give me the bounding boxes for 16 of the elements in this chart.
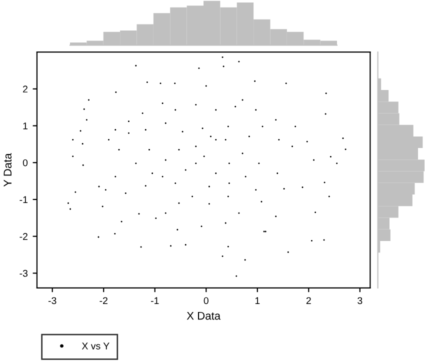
y-tick-label: -2	[20, 233, 28, 240]
x-tick-label: 2	[306, 297, 311, 304]
x-tick-label: 3	[358, 297, 362, 304]
x-tick-label: -1	[150, 297, 159, 304]
x-tick-label: -2	[100, 297, 108, 304]
x-tick-label: -3	[48, 297, 56, 304]
x-tick-label: 0	[204, 297, 208, 304]
y-tick-label: 1	[23, 122, 28, 130]
y-axis-title: Y Data	[4, 153, 12, 187]
legend-label: X vs Y	[82, 342, 110, 350]
y-tick-label: 2	[23, 86, 28, 92]
y-tick-label: 0	[22, 159, 28, 166]
y-tick-label: -3	[20, 270, 28, 277]
x-axis-title: X Data	[186, 312, 221, 320]
x-tick-label: 1	[255, 297, 260, 304]
y-tick-label: -1	[20, 196, 28, 203]
